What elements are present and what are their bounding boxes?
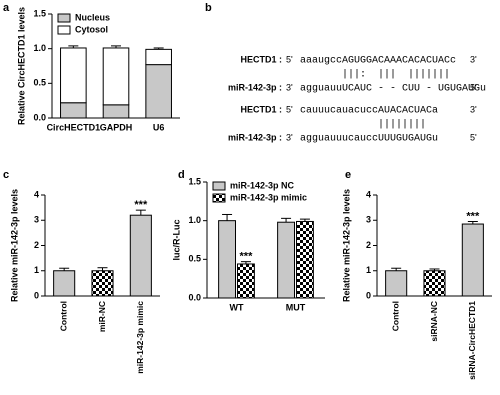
y-tick-label: 0.0 xyxy=(188,292,201,302)
bar xyxy=(53,270,76,297)
prime-end: 3' xyxy=(286,82,293,92)
y-tick-label: 1.0 xyxy=(188,215,201,225)
y-tick-label: 2 xyxy=(34,240,39,250)
y-tick-label: 2 xyxy=(366,240,371,250)
prime-end: 5' xyxy=(286,104,293,114)
x-tick-label: GAPDH xyxy=(100,122,133,132)
bar xyxy=(129,214,152,297)
legend-swatch xyxy=(212,193,226,203)
sequence-name: HECTD1 : xyxy=(240,104,282,114)
prime-end: 3' xyxy=(286,132,293,142)
bar xyxy=(461,223,484,297)
x-tick-label: siRNA-CircHECTD1 xyxy=(467,301,477,380)
bar xyxy=(296,220,314,299)
legend-label: miR-142-3p mimic xyxy=(230,192,307,202)
legend-label: Nucleus xyxy=(75,12,110,22)
sequence: aaaugccAGUGGACAAACACACUACc xyxy=(300,56,456,67)
legend-swatch xyxy=(57,25,71,35)
significance: *** xyxy=(466,210,480,222)
panel-label: a xyxy=(3,2,10,14)
sequence-name: miR-142-3p : xyxy=(228,132,282,142)
y-tick-label: 1.0 xyxy=(33,43,46,53)
x-tick-label: miR-NC xyxy=(97,301,107,332)
y-tick-label: 1 xyxy=(366,265,371,275)
bar xyxy=(277,221,295,299)
prime-end: 5' xyxy=(470,132,477,142)
panel-label: e xyxy=(345,169,351,181)
legend-label: Cytosol xyxy=(75,24,108,34)
base-pairs: |||: ||| ||||||| xyxy=(342,69,450,81)
y-tick-label: 1 xyxy=(34,265,39,275)
y-tick-label: 0 xyxy=(366,290,371,300)
legend-swatch xyxy=(57,13,71,23)
bar xyxy=(423,270,446,297)
x-tick-label: Control xyxy=(390,301,400,331)
y-tick-label: 0.5 xyxy=(188,254,201,264)
x-tick-label: WT xyxy=(230,302,244,312)
bar xyxy=(102,104,130,119)
prime-end: 5' xyxy=(470,82,477,92)
bar xyxy=(102,47,130,106)
base-pairs: |||||||| xyxy=(378,119,426,131)
sequence-name: HECTD1 : xyxy=(240,54,282,64)
y-tick-label: 3 xyxy=(366,215,371,225)
bar xyxy=(60,102,87,119)
legend-swatch xyxy=(212,181,226,191)
x-tick-label: Control xyxy=(58,301,68,331)
x-tick-label: MUT xyxy=(286,302,306,312)
y-tick-label: 0.5 xyxy=(33,78,46,88)
y-tick-label: 1.5 xyxy=(33,8,46,18)
bar xyxy=(91,270,114,297)
y-tick-label: 0 xyxy=(34,290,39,300)
panel-label: c xyxy=(3,169,9,181)
bar xyxy=(385,270,408,297)
prime-end: 3' xyxy=(470,54,477,64)
x-tick-label: miR-142-3p mimic xyxy=(135,301,145,374)
legend-label: miR-142-3p NC xyxy=(230,180,295,190)
panel-label: b xyxy=(205,2,212,14)
x-tick-label: U6 xyxy=(153,122,165,132)
prime-end: 3' xyxy=(470,104,477,114)
bar xyxy=(145,48,172,66)
bar xyxy=(145,64,172,119)
panel-label: d xyxy=(178,169,185,181)
sequence: agguauuUCAUC - - CUU - UGUGAUGu xyxy=(300,84,486,95)
y-tick-label: 3 xyxy=(34,215,39,225)
prime-end: 5' xyxy=(286,54,293,64)
significance: *** xyxy=(240,251,254,263)
bar xyxy=(237,263,255,299)
x-tick-label: CircHECTD1 xyxy=(47,122,101,132)
sequence: cauuucauacuccAUACACUACa xyxy=(300,106,438,117)
significance: *** xyxy=(134,199,148,211)
y-axis-label: Relative miR-142-3p levels xyxy=(341,189,351,302)
bar xyxy=(60,47,87,104)
y-tick-label: 4 xyxy=(34,189,39,199)
y-axis-label: Relative miR-142-3p levels xyxy=(9,189,19,302)
y-axis-label: luc/R-Luc xyxy=(171,219,181,260)
y-tick-label: 4 xyxy=(366,189,371,199)
sequence-name: miR-142-3p : xyxy=(228,82,282,92)
y-tick-label: 0.0 xyxy=(33,112,46,122)
sequence: agguauuucauccUUUGUGAUGu xyxy=(300,134,438,145)
y-axis-label: Relative CircHECTD1 levels xyxy=(16,7,26,125)
y-tick-label: 1.5 xyxy=(188,176,201,186)
bar xyxy=(218,220,236,299)
x-tick-label: siRNA-NC xyxy=(429,301,439,342)
